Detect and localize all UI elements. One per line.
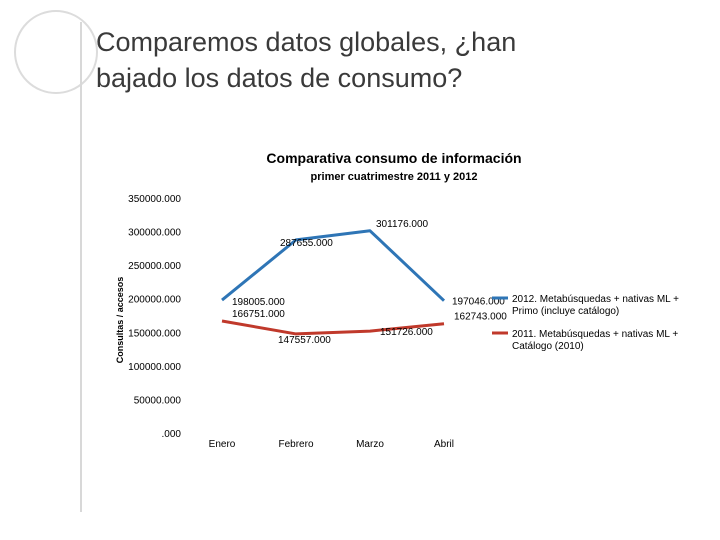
x-tick-label: Enero	[209, 439, 236, 450]
y-tick-label: 350000.000	[128, 194, 181, 205]
data-label: 301176.000	[376, 219, 429, 230]
y-axis-ticks: .000 50000.000 100000.000 150000.000 200000.…	[128, 194, 181, 440]
decorative-circle	[14, 10, 98, 94]
y-tick-label: 50000.000	[134, 395, 182, 406]
decorative-vertical-line	[80, 22, 82, 512]
series-line-2	[221, 319, 445, 336]
data-label: 198005.000	[232, 297, 285, 308]
legend-entry: 2011. Metabúsquedas + nativas ML + Catálo…	[512, 329, 678, 352]
slide-title-line-2: bajado los datos de consumo?	[96, 63, 463, 93]
x-tick-label: Marzo	[356, 439, 384, 450]
series-line-1	[221, 229, 446, 302]
x-tick-label: Febrero	[278, 439, 313, 450]
y-tick-label: 250000.000	[128, 261, 181, 272]
y-tick-label: 300000.000	[128, 228, 181, 239]
legend-entry: 2012. Metabúsquedas + nativas ML + Primo …	[512, 294, 679, 317]
series-lines	[221, 229, 446, 336]
chart-subtitle: primer cuatrimestre 2011 y 2012	[311, 171, 478, 183]
data-label: 162743.000	[454, 312, 507, 323]
data-label: 197046.000	[452, 297, 505, 308]
y-tick-label: 100000.000	[128, 362, 181, 373]
data-labels: 198005.000 287655.000 301176.000 197046.000…	[232, 219, 507, 346]
chart-title: Comparativa consumo de información	[266, 150, 521, 166]
y-tick-label: .000	[162, 429, 182, 440]
x-tick-label: Abril	[434, 439, 454, 450]
slide-title-line-1: Comparemos datos globales, ¿han	[96, 27, 517, 57]
data-label: 151726.000	[380, 327, 433, 338]
y-tick-label: 200000.000	[128, 295, 181, 306]
y-axis-label: Consultas / accesos	[115, 277, 125, 364]
data-label: 147557.000	[278, 335, 331, 346]
data-label: 166751.000	[232, 309, 285, 320]
slide-title: Comparemos datos globales, ¿han bajado l…	[96, 24, 696, 96]
x-axis-ticks: Enero Febrero Marzo Abril	[209, 439, 454, 450]
y-tick-label: 150000.000	[128, 328, 181, 339]
data-label: 287655.000	[280, 238, 333, 249]
legend: 2012. Metabúsquedas + nativas ML + Primo …	[492, 294, 679, 352]
